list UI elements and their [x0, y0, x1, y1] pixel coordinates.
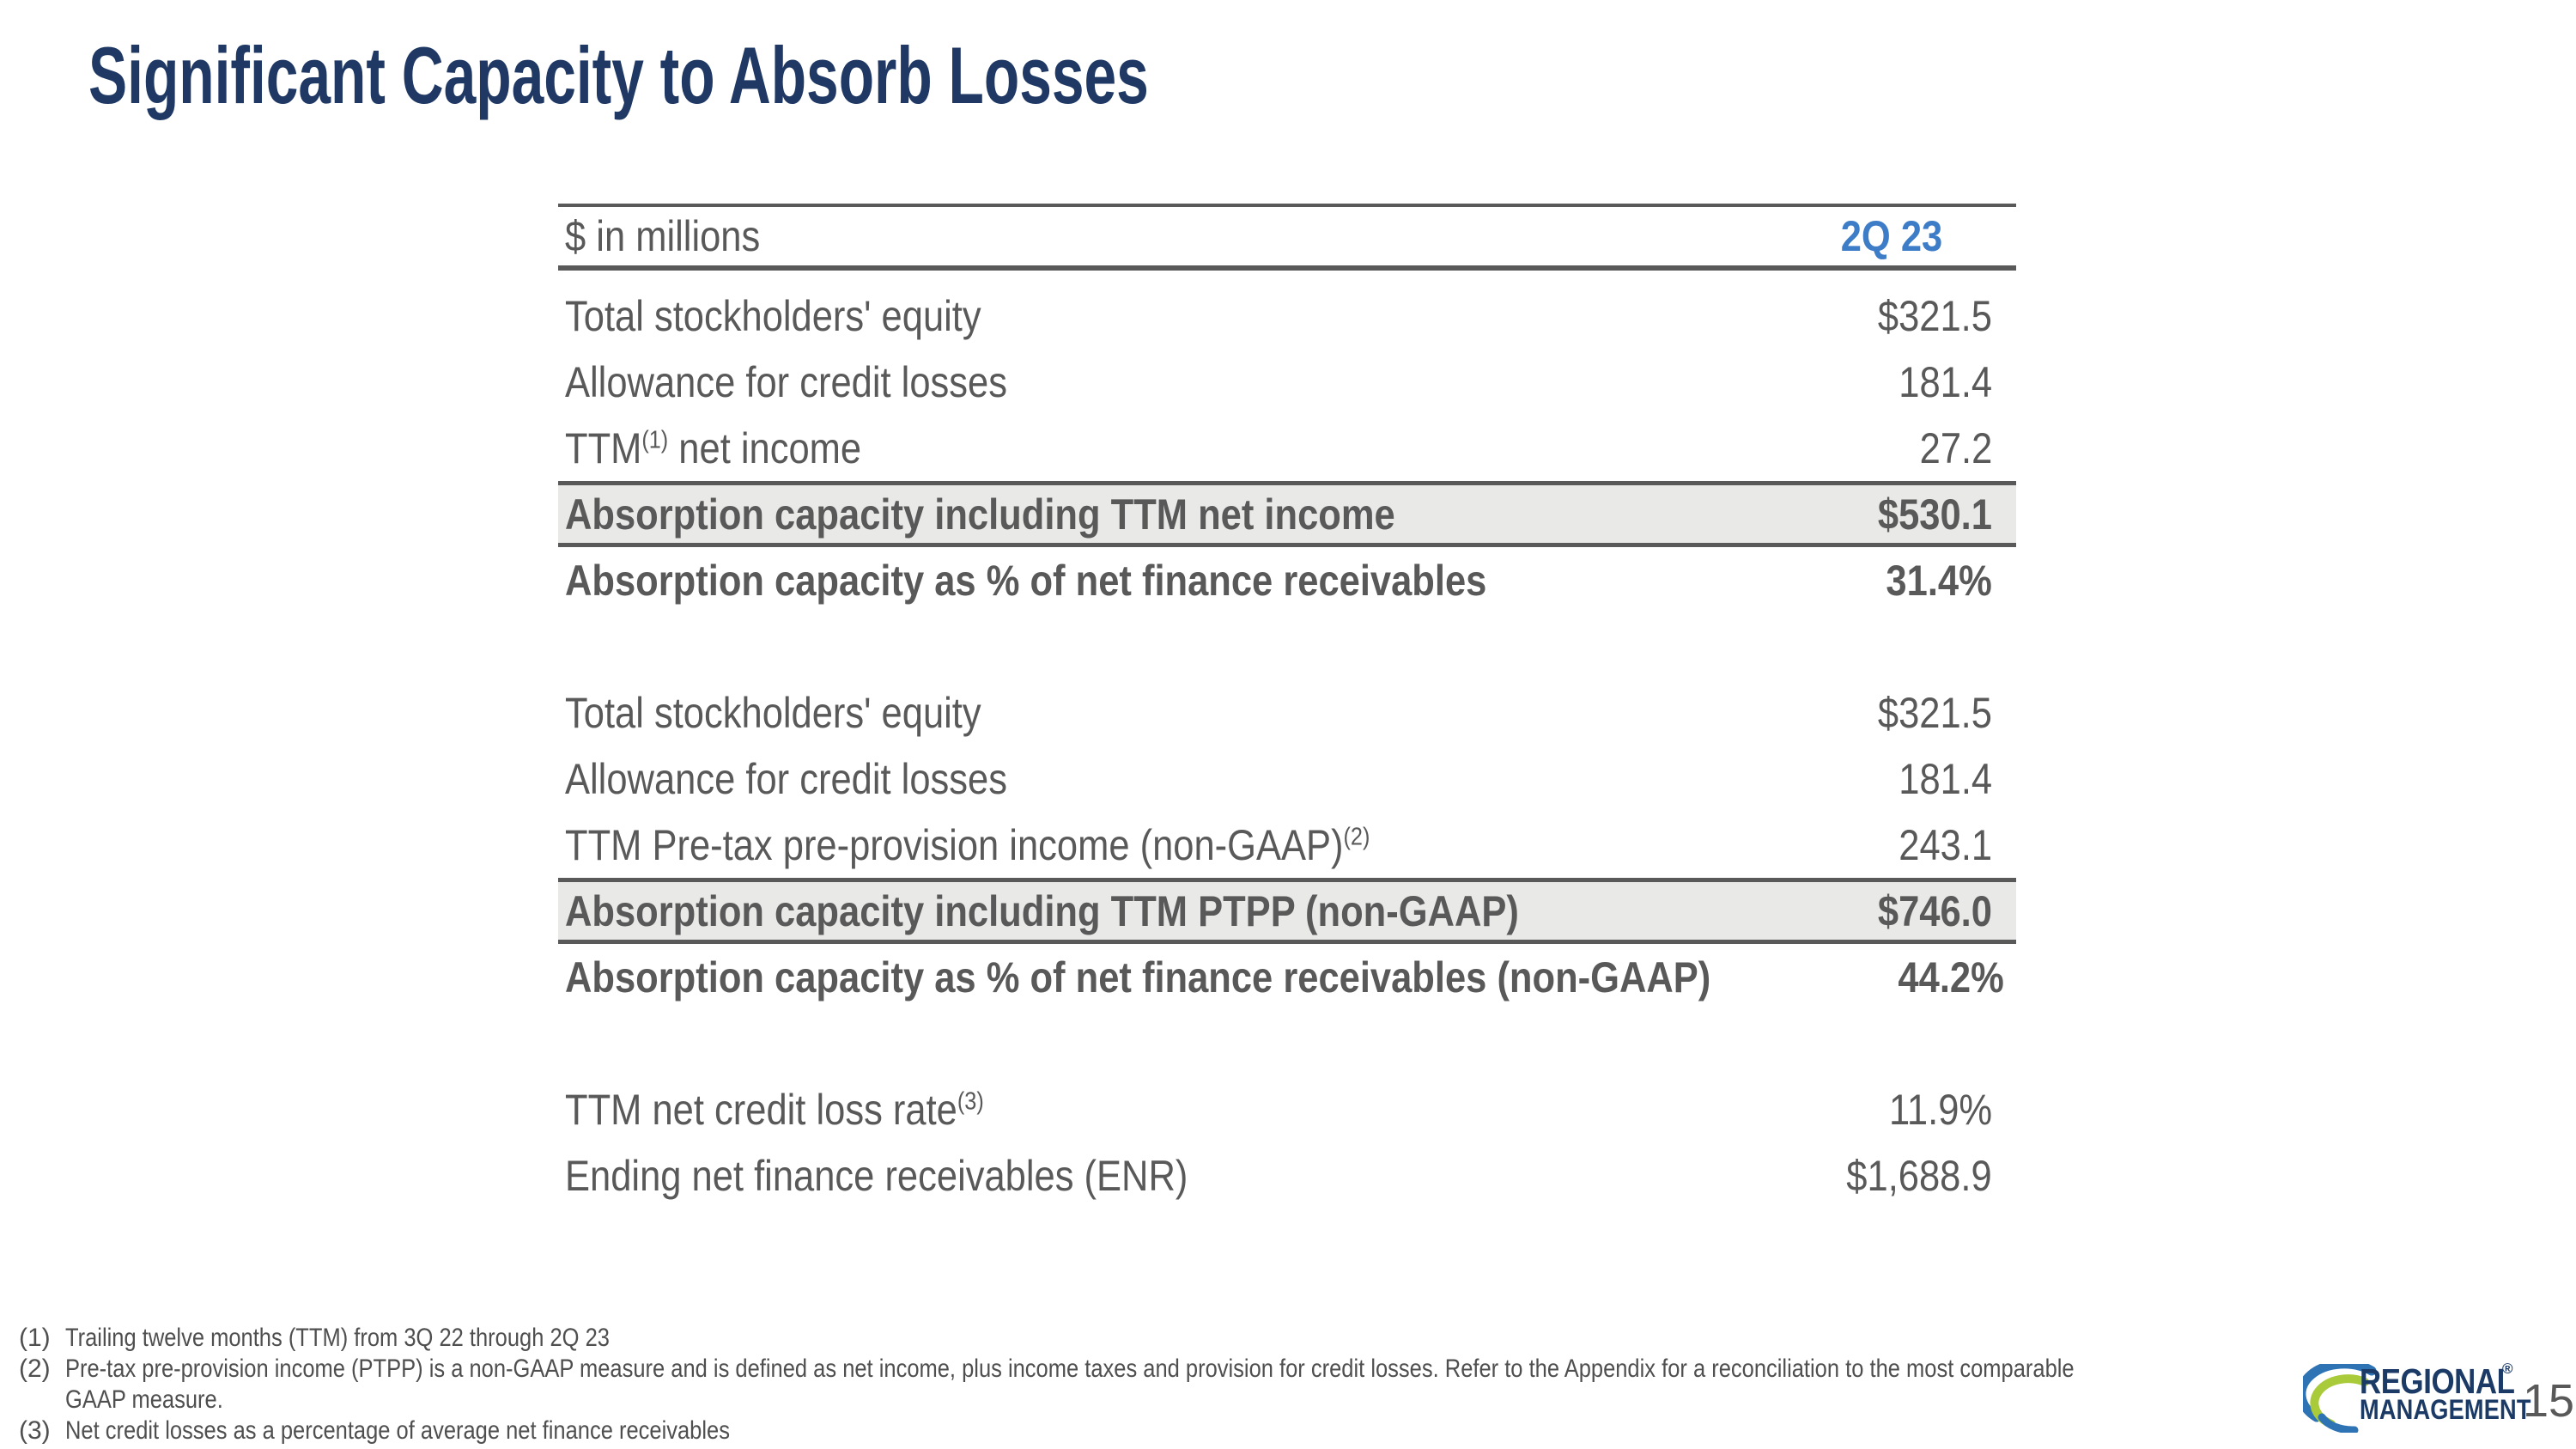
- row-value: 181.4: [1899, 357, 1992, 406]
- row-label: Total stockholders' equity: [565, 688, 981, 737]
- row-label: TTM Pre-tax pre-provision income (non-GA…: [565, 820, 1370, 869]
- table-row: Total stockholders' equity $321.5: [558, 679, 2016, 746]
- footnote-text: Pre-tax pre-provision income (PTPP) is a…: [65, 1355, 2075, 1414]
- table-row: TTM Pre-tax pre-provision income (non-GA…: [558, 812, 2016, 878]
- table-spacer-row: [558, 613, 2016, 679]
- page-number: 15: [2523, 1375, 2575, 1427]
- table-row-total: Absorption capacity including TTM net in…: [558, 481, 2016, 547]
- row-label: TTM net credit loss rate(3): [565, 1085, 984, 1134]
- row-label: TTM(1) net income: [565, 423, 862, 472]
- regional-management-logo: REGIONAL MANAGEMENT ®: [2303, 1361, 2530, 1436]
- table-row: Allowance for credit losses 181.4: [558, 349, 2016, 415]
- logo-wordmark: REGIONAL MANAGEMENT: [2360, 1361, 2531, 1425]
- page-title: Significant Capacity to Absorb Losses: [88, 30, 1149, 120]
- row-value: 11.9%: [1888, 1085, 1992, 1134]
- table-row-ratio: Absorption capacity as % of net finance …: [558, 547, 2016, 613]
- row-value: 31.4%: [1886, 556, 1992, 605]
- row-label: Ending net finance receivables (ENR): [565, 1151, 1188, 1200]
- footnote-ref-3: (3): [957, 1087, 984, 1115]
- row-label: Total stockholders' equity: [565, 291, 981, 340]
- table-row: TTM net credit loss rate(3) 11.9%: [558, 1076, 2016, 1142]
- row-value: 27.2: [1919, 423, 1992, 472]
- table-row: TTM(1) net income 27.2: [558, 415, 2016, 481]
- footnote-ref-2: (2): [1343, 822, 1370, 850]
- registered-trademark-mark: ®: [2502, 1361, 2513, 1377]
- footnote: (3) Net credit losses as a percentage of…: [19, 1416, 2470, 1446]
- row-value: 181.4: [1899, 754, 1992, 803]
- row-value: $1,688.9: [1846, 1151, 1992, 1200]
- logo-swoosh-icon: [2303, 1364, 2377, 1433]
- logo-wordmark-line2: MANAGEMENT: [2360, 1394, 2531, 1425]
- logo-wordmark-line1: REGIONAL: [2360, 1361, 2515, 1401]
- period-column-header: 2Q 23: [1840, 212, 1942, 260]
- footnote-marker: (3): [19, 1416, 51, 1445]
- row-value: $321.5: [1877, 688, 1992, 737]
- table-row-ratio: Absorption capacity as % of net finance …: [558, 944, 2016, 1010]
- row-label: Absorption capacity as % of net finance …: [565, 953, 1711, 1002]
- row-label: Absorption capacity including TTM PTPP (…: [565, 886, 1519, 935]
- row-value: $530.1: [1877, 490, 1992, 539]
- row-value: $321.5: [1877, 291, 1992, 340]
- footnote-text: Trailing twelve months (TTM) from 3Q 22 …: [65, 1324, 610, 1352]
- table-row-total: Absorption capacity including TTM PTPP (…: [558, 878, 2016, 944]
- row-label: Absorption capacity including TTM net in…: [565, 490, 1395, 539]
- footnote-marker: (2): [19, 1355, 51, 1383]
- footnotes: (1) Trailing twelve months (TTM) from 3Q…: [19, 1323, 2470, 1446]
- table-row: Allowance for credit losses 181.4: [558, 746, 2016, 812]
- footnote: (1) Trailing twelve months (TTM) from 3Q…: [19, 1323, 2470, 1354]
- row-label: Absorption capacity as % of net finance …: [565, 556, 1487, 605]
- absorption-capacity-table: $ in millions 2Q 23 Total stockholders' …: [558, 204, 2016, 1209]
- footnote-marker: (1): [19, 1324, 51, 1352]
- units-label: $ in millions: [565, 212, 761, 260]
- footnote-ref-1: (1): [641, 425, 669, 454]
- footnote-text: Net credit losses as a percentage of ave…: [65, 1416, 730, 1445]
- row-value: 44.2%: [1898, 953, 2004, 1002]
- footnote: (2) Pre-tax pre-provision income (PTPP) …: [19, 1354, 2470, 1416]
- row-value: $746.0: [1877, 886, 1992, 935]
- table-spacer-row: [558, 1010, 2016, 1076]
- table-header-row: $ in millions 2Q 23: [558, 204, 2016, 271]
- row-label: Allowance for credit losses: [565, 754, 1007, 803]
- row-label: Allowance for credit losses: [565, 357, 1007, 406]
- table-row: Total stockholders' equity $321.5: [558, 283, 2016, 349]
- table-row: Ending net finance receivables (ENR) $1,…: [558, 1142, 2016, 1209]
- row-value: 243.1: [1899, 820, 1992, 869]
